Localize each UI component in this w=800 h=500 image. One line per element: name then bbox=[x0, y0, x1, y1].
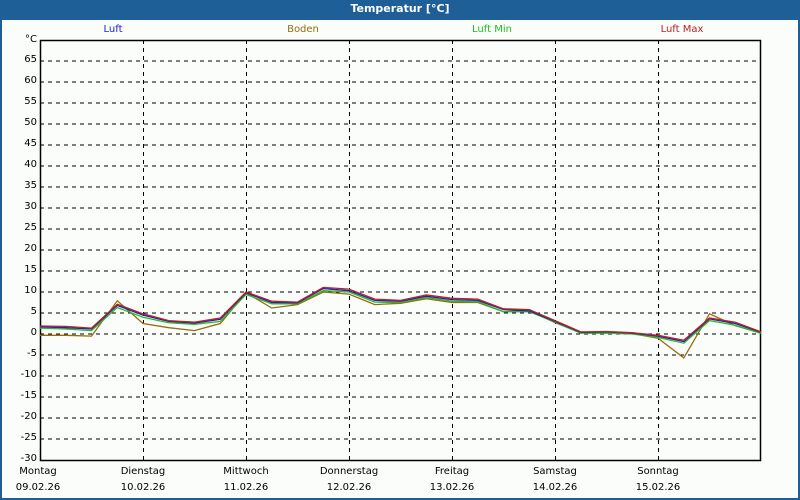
y-tick-label: -15 bbox=[20, 390, 37, 401]
x-day-label: Dienstag bbox=[120, 466, 166, 477]
y-tick-label: 40 bbox=[24, 159, 37, 170]
x-day-label: Freitag bbox=[434, 466, 470, 477]
y-tick-label: 55 bbox=[24, 96, 37, 107]
y-tick-label: -25 bbox=[20, 432, 37, 443]
legend-item-luft-min: Luft Min bbox=[472, 24, 512, 35]
y-tick-label: 25 bbox=[24, 222, 37, 233]
y-tick-label: 50 bbox=[24, 117, 37, 128]
plot-frame bbox=[39, 39, 762, 462]
x-day-label: Mittwoch bbox=[223, 466, 269, 477]
x-date-label: 10.02.26 bbox=[120, 482, 166, 493]
legend-item-boden: Boden bbox=[287, 24, 319, 35]
y-tick-label: -20 bbox=[20, 411, 37, 422]
y-tick-label: 5 bbox=[30, 306, 37, 317]
x-day-label: Sonntag bbox=[637, 466, 679, 477]
legend-item-luft-max: Luft Max bbox=[660, 24, 704, 35]
y-tick-label: 60 bbox=[24, 75, 37, 86]
x-day-label: Donnerstag bbox=[319, 466, 379, 477]
y-tick-label: 65 bbox=[24, 54, 37, 65]
x-date-label: 14.02.26 bbox=[532, 482, 578, 493]
legend-item-luft: Luft bbox=[103, 24, 123, 35]
x-date-label: 13.02.26 bbox=[429, 482, 475, 493]
y-tick-label: -30 bbox=[20, 453, 37, 464]
y-tick-label: 45 bbox=[24, 138, 37, 149]
x-day-label: Samstag bbox=[533, 466, 577, 477]
series-luft-max bbox=[39, 286, 762, 341]
y-tick-label: 0 bbox=[30, 327, 37, 338]
y-tick-label: 30 bbox=[24, 201, 37, 212]
x-date-label: 11.02.26 bbox=[223, 482, 269, 493]
y-axis-unit: °C bbox=[25, 34, 37, 45]
y-tick-label: 20 bbox=[24, 243, 37, 254]
window-title: Temperatur [°C] bbox=[0, 0, 800, 20]
y-tick-label: 15 bbox=[24, 264, 37, 275]
y-tick-label: 10 bbox=[24, 285, 37, 296]
y-tick-label: -10 bbox=[20, 369, 37, 380]
x-date-label: 09.02.26 bbox=[15, 482, 61, 493]
y-tick-label: 35 bbox=[24, 180, 37, 191]
x-day-label: Montag bbox=[19, 466, 57, 477]
y-tick-label: -5 bbox=[27, 348, 37, 359]
series-luft-min bbox=[39, 290, 762, 344]
x-date-label: 15.02.26 bbox=[635, 482, 681, 493]
x-date-label: 12.02.26 bbox=[326, 482, 372, 493]
